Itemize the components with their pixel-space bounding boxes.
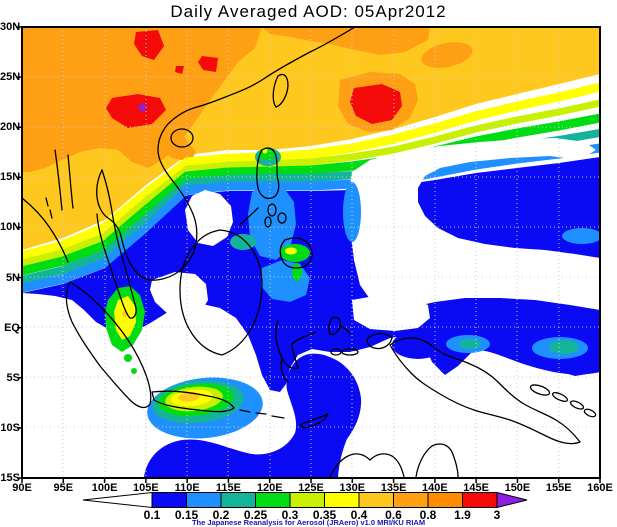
colorbar-cell <box>462 492 498 508</box>
x-tick-label: 130E <box>339 482 366 494</box>
colorbar-cell <box>358 492 394 508</box>
x-tick-label: 110E <box>174 482 200 494</box>
colorbar-boundary-label: 0.35 <box>312 508 337 522</box>
colorbar-boundary-label: 1.9 <box>454 508 471 522</box>
y-tick-label: EQ <box>4 321 20 334</box>
y-tick-label: 5S <box>6 371 20 384</box>
y-tick-label: 15S <box>0 472 20 484</box>
x-tick-label: 105E <box>132 482 159 494</box>
contour-purple-max <box>138 103 147 112</box>
x-tick-label: 120E <box>256 482 283 494</box>
colorbar-cell <box>427 492 463 508</box>
x-tick-label: 100E <box>91 482 118 494</box>
clear-air-holes <box>150 138 600 331</box>
colorbar-boundary-label: 0.25 <box>243 508 268 522</box>
x-tick-label: 95E <box>53 482 74 494</box>
x-tick-label: 135E <box>380 482 407 494</box>
x-tick-label: 125E <box>298 482 324 494</box>
x-tick-label: 140E <box>421 482 448 494</box>
band-green <box>22 113 600 276</box>
colorbar-boundary-label: 0.6 <box>385 508 402 522</box>
colorbar-cell <box>220 492 256 508</box>
x-tick-label: 150E <box>504 482 531 494</box>
colorbar-cell <box>289 492 325 508</box>
x-tick-label: 155E <box>545 482 572 494</box>
colorbar-under-arrow <box>82 491 153 509</box>
colorbar-cell <box>151 492 187 508</box>
colorbar-cell <box>186 492 222 508</box>
chart-title: Daily Averaged AOD: 05Apr2012 <box>170 2 447 21</box>
x-tick-label: 145E <box>463 482 489 494</box>
y-tick-label: 25N <box>0 71 21 84</box>
colorbar-boundary-label: 3 <box>493 508 501 522</box>
contour-red-blobs <box>106 30 402 128</box>
x-tick-label: 160E <box>587 482 613 494</box>
band-yellow <box>22 82 600 261</box>
y-tick-label: 20N <box>0 121 21 134</box>
colorbar <box>82 491 528 509</box>
data-source-caption: The Japanese Reanalysis for Aerosol (JRA… <box>191 518 426 527</box>
y-tick-label: 10N <box>0 221 21 234</box>
y-tick-label: 30N <box>0 21 21 33</box>
y-tick-label: 10S <box>0 421 20 434</box>
colorbar-boundary-label: 0.3 <box>281 508 299 522</box>
colorbar-boundary-label: 0.8 <box>419 508 437 522</box>
contour-field <box>22 27 600 478</box>
x-tick-label: 115E <box>215 482 241 494</box>
philippine-hotspots <box>258 148 310 281</box>
y-tick-label: 15N <box>0 171 21 184</box>
colorbar-cell <box>393 492 429 508</box>
colorbar-cell <box>255 492 291 508</box>
colorbar-over-arrow <box>496 491 528 509</box>
y-tick-label: 5N <box>5 271 20 284</box>
axis-ticks <box>17 26 601 483</box>
band-dodger <box>22 143 600 293</box>
coastlines <box>22 27 597 478</box>
colorbar-boundary-label: 0.1 <box>143 508 161 522</box>
colorbar-boundary-label: 0.15 <box>174 508 199 522</box>
colorbar-cell <box>324 492 360 508</box>
x-tick-label: 90E <box>12 482 32 494</box>
colorbar-boundary-label: 0.4 <box>350 508 368 522</box>
band-yellow-green <box>22 99 600 267</box>
colorbar-boundary-label: 0.2 <box>212 508 230 522</box>
